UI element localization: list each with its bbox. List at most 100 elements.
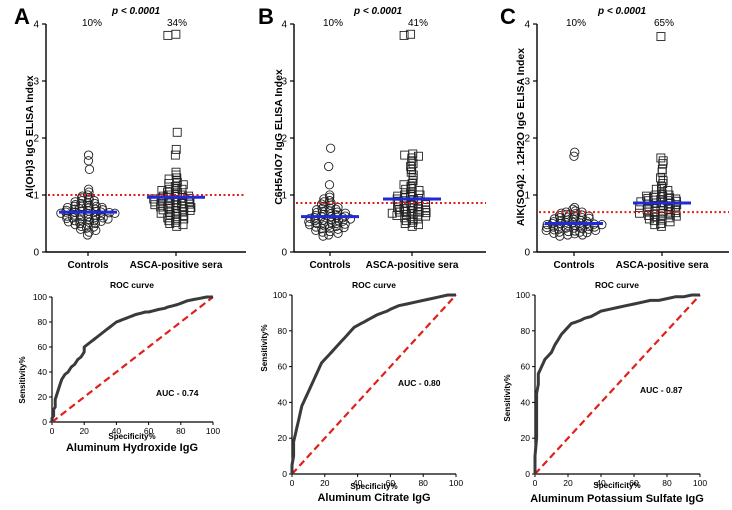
data-point-square (658, 159, 668, 169)
roc-title-a: ROC curve (110, 280, 154, 290)
data-point-circle (582, 227, 592, 238)
data-point-square (413, 220, 423, 230)
data-point-circle (82, 230, 93, 240)
data-point-circle (575, 221, 585, 231)
data-point-circle (317, 223, 327, 234)
roc-x-tick-label: 20 (79, 426, 89, 436)
y-tick-label: 4 (281, 20, 287, 31)
data-point-square (400, 219, 410, 228)
data-point-circle (324, 180, 335, 190)
roc-title-b: ROC curve (352, 280, 396, 290)
data-point-square (656, 32, 666, 41)
data-point-circle (311, 222, 321, 232)
data-point-square (170, 181, 180, 191)
percent-label-a-controls: 10% (82, 18, 102, 29)
roc-panel-a: ROC curve Sensitivity% Specificity% Alum… (18, 280, 220, 454)
data-point-circle (70, 219, 80, 230)
y-tick-label: 3 (524, 77, 530, 88)
data-point-circle (83, 156, 94, 166)
data-point-circle (590, 225, 601, 235)
y-tick-label: 4 (33, 20, 39, 31)
data-point-square (387, 208, 397, 218)
roc-x-caption-a: Specificity% (108, 432, 155, 441)
data-point-circle (324, 161, 334, 172)
y-tick-label: 1 (281, 191, 287, 202)
data-point-circle (70, 215, 80, 226)
data-point-square (406, 162, 416, 171)
data-point-square (184, 199, 194, 209)
data-point-square (165, 219, 175, 228)
roc-y-tick-label: 80 (521, 326, 531, 336)
roc-x-tick-label: 80 (418, 478, 428, 488)
roc-y-tick-label: 100 (516, 290, 530, 300)
roc-x-label-b: Aluminum Citrate IgG (317, 492, 430, 504)
data-point-square (185, 205, 195, 215)
data-point-square (658, 156, 668, 166)
data-point-square (171, 29, 181, 39)
roc-y-tick-label: 20 (521, 433, 531, 443)
roc-x-tick-label: 100 (693, 478, 707, 488)
roc-x-tick-label: 100 (206, 426, 220, 436)
data-point-square (177, 184, 187, 194)
roc-y-label-c: Sensitivity% (503, 374, 512, 421)
data-point-square (665, 217, 675, 227)
panel-letter-b: B (258, 4, 274, 29)
data-point-circle (569, 202, 580, 213)
data-point-circle (84, 227, 94, 237)
roc-y-tick-label: 0 (525, 469, 530, 479)
roc-x-tick-label: 40 (353, 478, 363, 488)
roc-y-label-a: Sensitivity% (18, 356, 27, 403)
percent-label-a-asca: 34% (167, 18, 187, 29)
roc-title-c: ROC curve (595, 280, 639, 290)
roc-x-tick-label: 80 (176, 426, 186, 436)
roc-curve (50, 295, 213, 422)
roc-x-tick-label: 0 (50, 426, 55, 436)
roc-y-tick-label: 80 (38, 317, 48, 327)
category-label: ASCA-positive sera (130, 260, 223, 271)
percent-label-b-asca: 41% (408, 18, 428, 29)
data-point-square (401, 209, 411, 219)
roc-reference-line (291, 294, 457, 475)
data-point-square (400, 213, 410, 223)
roc-x-tick-label: 60 (629, 478, 639, 488)
data-point-circle (324, 230, 334, 240)
roc-y-tick-label: 20 (278, 433, 288, 443)
data-point-circle (318, 231, 328, 241)
scatter-panel-b: C6H5AlO7 IgG ELISA Index 0 1 2 3 4 Controls AS… (273, 20, 486, 271)
roc-y-tick-label: 100 (273, 290, 287, 300)
data-point-square (635, 208, 644, 218)
data-point-square (150, 200, 160, 210)
roc-x-tick-label: 20 (320, 478, 330, 488)
data-point-circle (554, 227, 565, 237)
data-point-circle (577, 230, 588, 240)
roc-reference-line (51, 296, 214, 423)
roc-x-tick-label: 100 (449, 478, 463, 488)
p-value-a: p < 0.0001 (111, 6, 161, 17)
data-point-circle (96, 216, 106, 226)
y-tick-label: 0 (33, 248, 39, 259)
data-point-circle (70, 197, 80, 207)
data-point-circle (76, 224, 86, 234)
y-tick-label: 2 (281, 134, 287, 145)
roc-x-tick-label: 80 (662, 478, 672, 488)
roc-x-tick-label: 40 (112, 426, 122, 436)
roc-y-tick-label: 100 (33, 292, 47, 302)
data-point-square (393, 202, 402, 212)
data-point-circle (317, 199, 327, 209)
data-point-circle (555, 231, 565, 241)
roc-x-tick-label: 60 (144, 426, 154, 436)
p-value-c: p < 0.0001 (597, 6, 647, 17)
y-tick-label: 2 (33, 134, 39, 145)
data-point-square (399, 180, 409, 190)
data-point-square (171, 144, 181, 154)
data-point-square (663, 196, 673, 206)
data-point-square (414, 151, 423, 161)
data-point-square (164, 179, 174, 189)
data-point-square (407, 221, 417, 231)
roc-y-tick-label: 0 (282, 469, 287, 479)
y-tick-label: 0 (281, 248, 287, 259)
data-point-square (401, 184, 411, 194)
data-point-square (664, 204, 674, 214)
data-point-square (644, 214, 654, 224)
